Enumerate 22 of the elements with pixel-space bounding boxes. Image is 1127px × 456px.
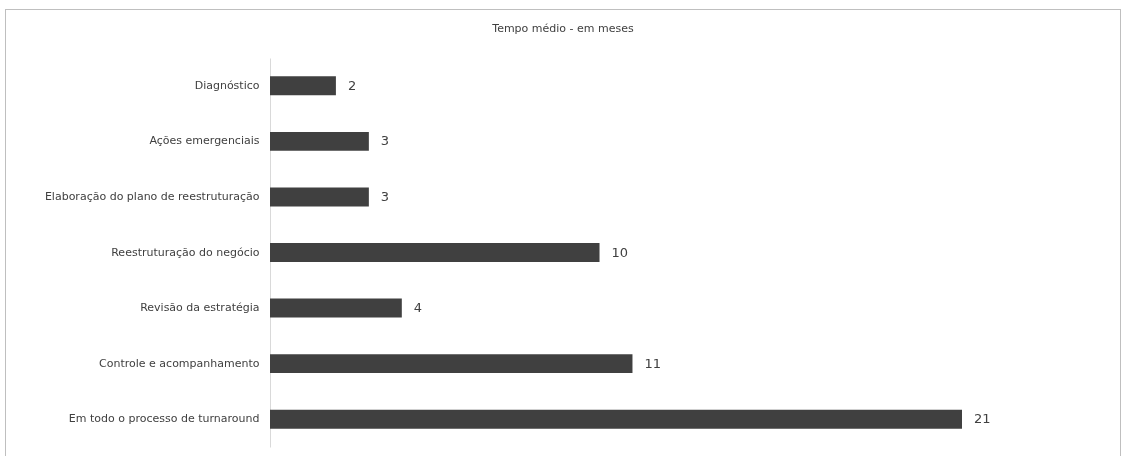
bar <box>270 131 369 151</box>
chart-title: Tempo médio - em meses <box>491 22 634 35</box>
data-label: 4 <box>413 300 423 316</box>
y-tick-label: Elaboração do plano de reestruturação <box>44 189 260 203</box>
bar <box>270 187 369 207</box>
y-tick-label: Diagnóstico <box>194 78 260 92</box>
data-label: 11 <box>644 355 662 371</box>
y-tick-label: Ações emergenciais <box>149 134 260 148</box>
y-tick-label: Controle e acompanhamento <box>99 356 260 370</box>
data-label: 3 <box>380 133 390 149</box>
bar <box>270 298 402 318</box>
data-label: 2 <box>347 77 357 93</box>
data-label: 21 <box>974 411 991 427</box>
y-tick-label: Revisão da estratégia <box>140 301 260 315</box>
bar <box>270 243 600 262</box>
y-tick-label: Em todo o processo de turnaround <box>68 412 260 426</box>
y-tick-label: Reestruturação do negócio <box>111 245 260 259</box>
bar <box>270 409 962 429</box>
bar <box>270 354 633 374</box>
data-label: 10 <box>611 244 629 260</box>
data-label: 3 <box>380 188 390 204</box>
bar <box>270 76 336 96</box>
